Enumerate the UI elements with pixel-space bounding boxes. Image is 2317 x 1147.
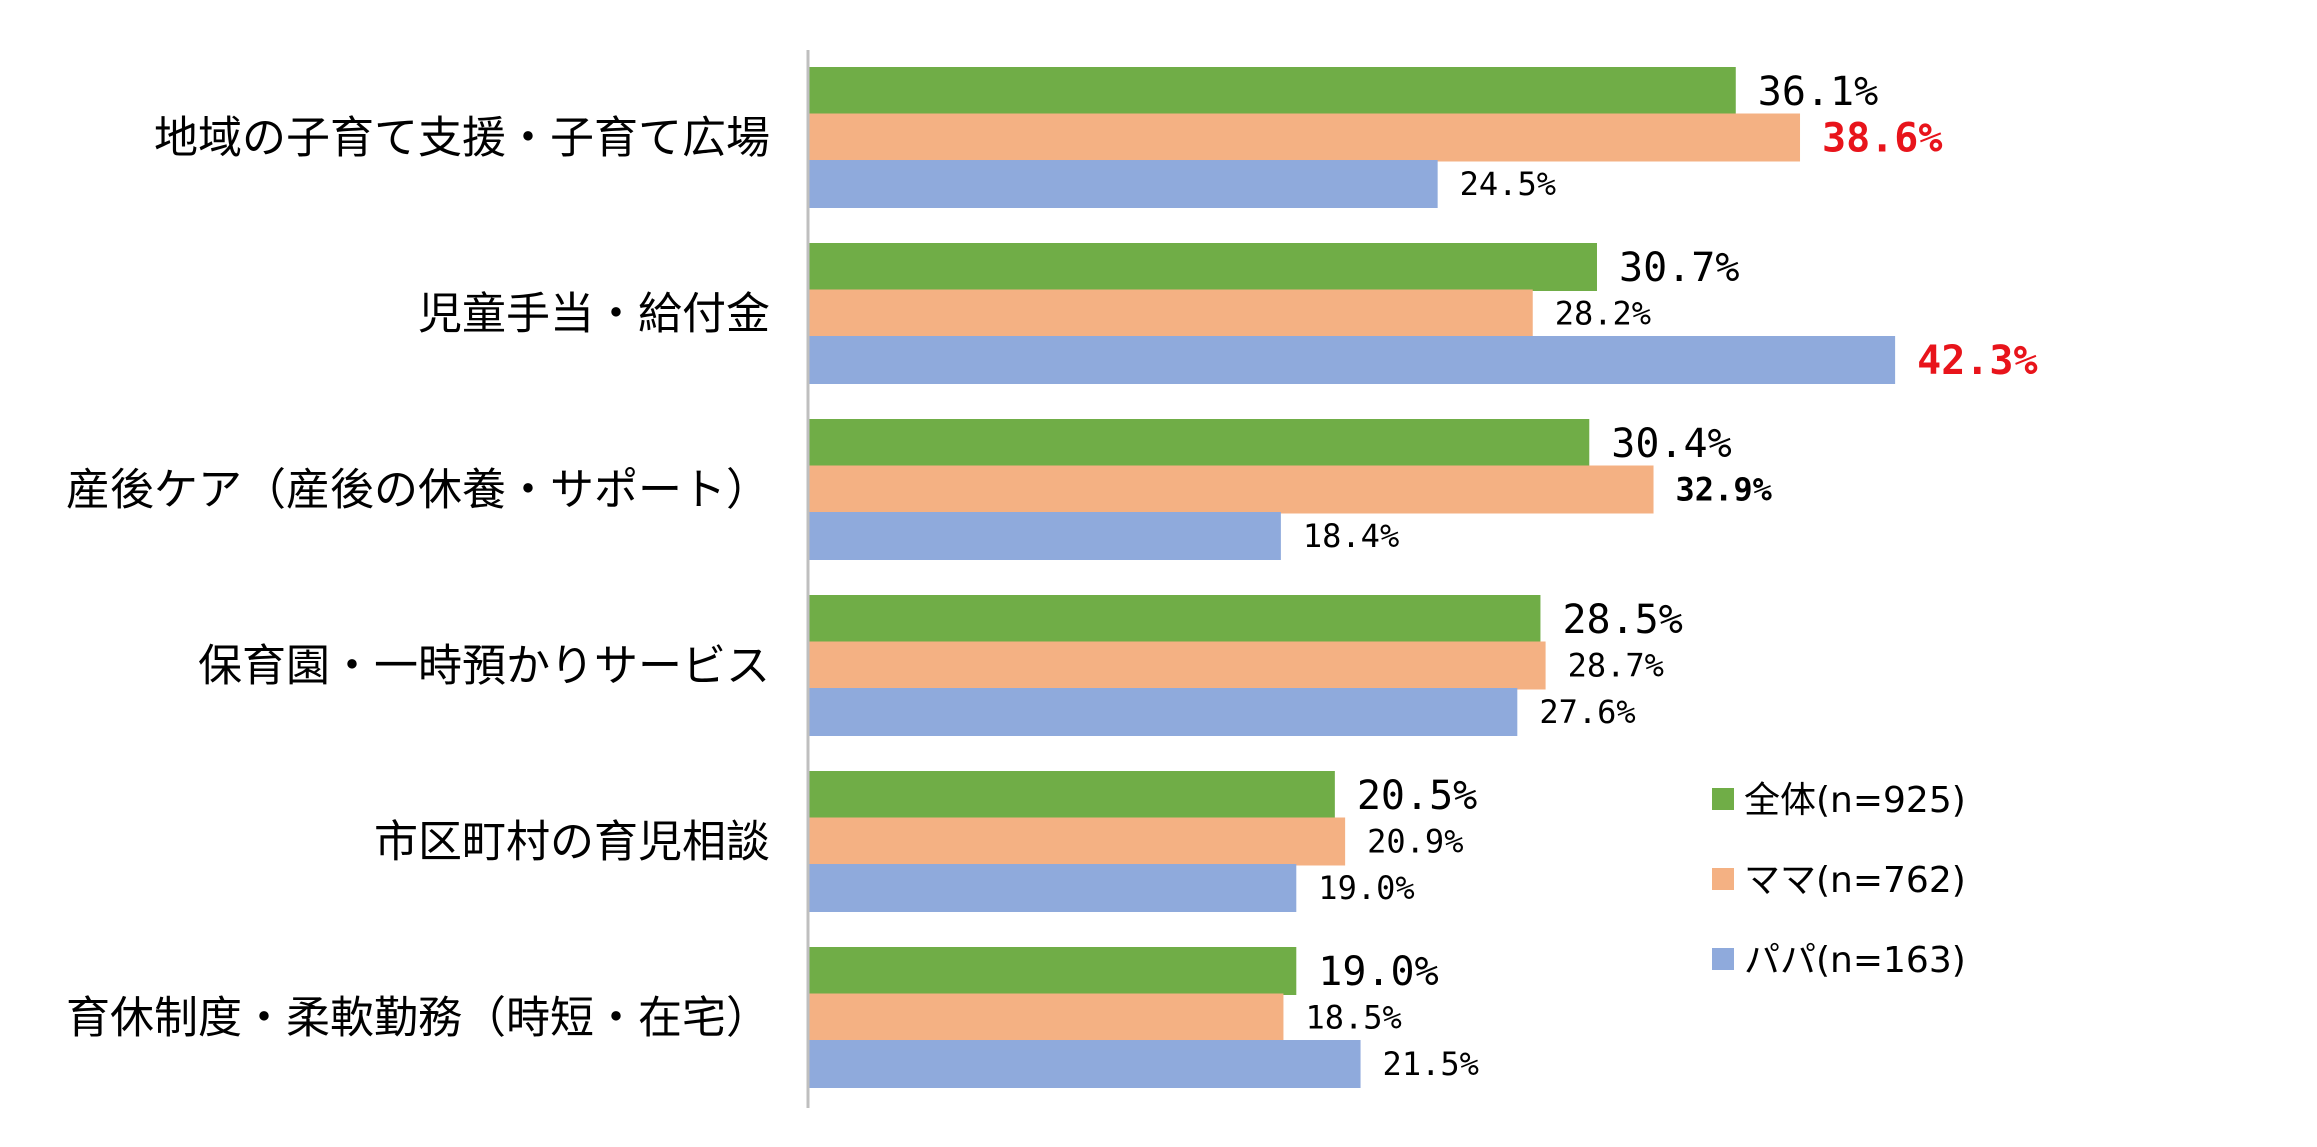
value-label: 21.5% [1383, 1045, 1479, 1083]
value-label: 32.9% [1676, 471, 1773, 509]
category-label: 産後ケア（産後の休養・サポート） [66, 465, 770, 516]
bar-1-2 [808, 243, 1597, 291]
bar-2-4 [808, 641, 1546, 690]
bar-3-6 [808, 1040, 1361, 1088]
value-label: 18.4% [1303, 517, 1399, 555]
bars-layer [808, 67, 1896, 1088]
value-labels: 36.1%38.6% 24.5% 30.7% 28.2% 42.3% 30.4% 32.9%… [1303, 69, 2038, 1083]
bar-3-1 [808, 160, 1438, 208]
value-label: 36.1% [1758, 69, 1878, 115]
category-label: 育休制度・柔軟勤務（時短・在宅） [66, 993, 770, 1044]
value-label: 30.7% [1619, 245, 1739, 291]
bar-1-1 [808, 67, 1736, 115]
value-label: 20.9% [1367, 823, 1463, 861]
legend: 全体(n=925) ママ(n=762) パパ(n=163) [1712, 780, 1966, 981]
bar-2-2 [808, 289, 1533, 338]
value-label: 38.6% [1822, 116, 1942, 162]
value-label: 28.5% [1562, 597, 1682, 643]
category-label: 市区町村の育児相談 [374, 817, 770, 868]
bar-3-4 [808, 688, 1518, 736]
legend-label: パパ(n=163) [1744, 940, 1966, 981]
bar-3-3 [808, 512, 1281, 560]
value-label: 19.0% [1318, 869, 1414, 907]
bar-1-3 [808, 419, 1590, 467]
bar-1-5 [808, 771, 1335, 819]
legend-swatch [1712, 788, 1734, 810]
legend-swatch [1712, 948, 1734, 970]
value-label: 28.2% [1555, 295, 1651, 333]
bar-2-5 [808, 817, 1346, 866]
category-label: 児童手当・給付金 [418, 289, 770, 340]
value-label: 20.5% [1357, 773, 1477, 819]
bar-2-6 [808, 993, 1284, 1042]
bar-1-4 [808, 595, 1541, 643]
bar-3-2 [808, 336, 1896, 384]
value-label: 18.5% [1305, 999, 1401, 1037]
bar-2-3 [808, 465, 1654, 514]
legend-label: ママ(n=762) [1744, 860, 1966, 901]
legend-swatch [1712, 868, 1734, 890]
category-label: 保育園・一時預かりサービス [198, 641, 770, 692]
value-label: 27.6% [1539, 693, 1635, 731]
bar-1-6 [808, 947, 1297, 995]
legend-label: 全体(n=925) [1744, 780, 1966, 821]
value-label: 42.3% [1917, 338, 2037, 384]
value-label: 24.5% [1460, 165, 1556, 203]
value-label: 19.0% [1318, 949, 1438, 995]
bar-2-1 [808, 113, 1801, 162]
value-label: 28.7% [1568, 647, 1664, 685]
category-label: 地域の子育て支援・子育て広場 [154, 113, 770, 164]
value-label: 30.4% [1611, 421, 1731, 467]
bar-3-5 [808, 864, 1297, 912]
